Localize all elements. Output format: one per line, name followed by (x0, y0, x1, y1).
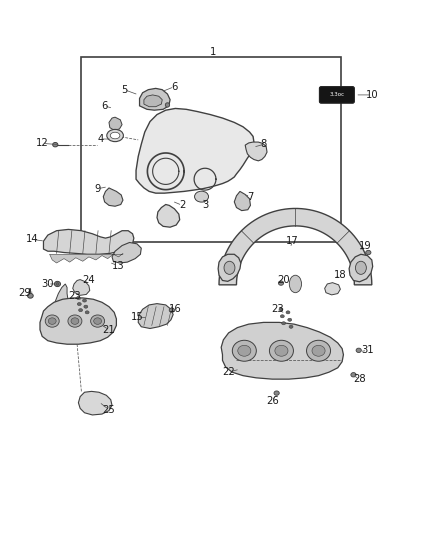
Text: 7: 7 (247, 192, 254, 201)
Polygon shape (157, 205, 180, 227)
Text: 23: 23 (69, 291, 81, 301)
Polygon shape (43, 229, 134, 254)
Ellipse shape (169, 308, 174, 312)
Text: 14: 14 (26, 235, 39, 245)
Polygon shape (234, 191, 251, 211)
Ellipse shape (91, 315, 105, 327)
Polygon shape (221, 322, 343, 379)
Ellipse shape (275, 345, 288, 356)
Text: 5: 5 (121, 85, 127, 95)
Polygon shape (325, 282, 340, 295)
Text: 8: 8 (261, 139, 267, 149)
Text: 28: 28 (353, 374, 366, 384)
Ellipse shape (307, 340, 331, 361)
Ellipse shape (289, 275, 301, 293)
Ellipse shape (53, 142, 58, 147)
Text: 1: 1 (210, 47, 216, 56)
Polygon shape (349, 254, 373, 282)
Text: 6: 6 (171, 82, 178, 92)
Polygon shape (103, 188, 123, 206)
Ellipse shape (94, 318, 102, 325)
Ellipse shape (289, 325, 293, 328)
Ellipse shape (48, 318, 56, 325)
Ellipse shape (28, 293, 33, 298)
Ellipse shape (84, 305, 88, 308)
Ellipse shape (194, 191, 208, 202)
Ellipse shape (279, 308, 283, 311)
Text: 20: 20 (277, 274, 290, 285)
Text: 23: 23 (272, 304, 284, 314)
Text: 29: 29 (18, 288, 31, 298)
Ellipse shape (165, 103, 170, 107)
Ellipse shape (71, 318, 79, 325)
Text: 31: 31 (361, 345, 374, 356)
Text: 17: 17 (286, 236, 299, 246)
Polygon shape (49, 253, 123, 263)
Ellipse shape (351, 373, 356, 377)
Text: 3: 3 (202, 200, 208, 211)
Ellipse shape (107, 130, 124, 142)
Polygon shape (138, 304, 173, 328)
Text: 3.3oc: 3.3oc (329, 92, 344, 98)
Polygon shape (245, 142, 267, 161)
Ellipse shape (82, 299, 86, 302)
Text: 12: 12 (36, 139, 49, 148)
Ellipse shape (280, 315, 284, 318)
Polygon shape (219, 208, 372, 285)
Ellipse shape (54, 281, 60, 287)
Text: 4: 4 (97, 134, 103, 144)
Ellipse shape (366, 251, 371, 255)
Ellipse shape (77, 296, 81, 300)
Ellipse shape (288, 318, 292, 321)
Text: 2: 2 (179, 200, 186, 211)
Text: 13: 13 (111, 261, 124, 271)
Ellipse shape (356, 261, 366, 274)
Ellipse shape (85, 311, 89, 314)
Ellipse shape (232, 340, 256, 361)
Ellipse shape (286, 311, 290, 314)
Text: 22: 22 (222, 367, 235, 377)
Ellipse shape (110, 132, 120, 139)
Ellipse shape (56, 282, 59, 285)
Text: 16: 16 (169, 304, 182, 314)
Ellipse shape (224, 261, 235, 274)
Text: 24: 24 (83, 274, 95, 285)
Text: 18: 18 (334, 270, 347, 280)
Text: 10: 10 (365, 90, 378, 100)
Text: 15: 15 (131, 312, 143, 322)
Ellipse shape (68, 315, 82, 327)
Text: 6: 6 (101, 101, 107, 111)
Ellipse shape (274, 391, 279, 395)
Polygon shape (218, 254, 241, 281)
Ellipse shape (356, 348, 361, 352)
Text: 25: 25 (102, 405, 115, 415)
Polygon shape (73, 280, 90, 295)
Text: 30: 30 (42, 279, 54, 289)
Polygon shape (78, 391, 112, 415)
Ellipse shape (79, 309, 82, 312)
FancyBboxPatch shape (319, 87, 354, 103)
Ellipse shape (269, 340, 293, 361)
Ellipse shape (78, 303, 81, 305)
Ellipse shape (312, 345, 325, 356)
Ellipse shape (282, 322, 286, 325)
Text: 26: 26 (266, 396, 279, 406)
Text: 19: 19 (359, 240, 371, 251)
Polygon shape (136, 108, 254, 193)
Polygon shape (140, 88, 170, 110)
Polygon shape (109, 117, 122, 130)
Bar (81, 57, 341, 243)
Polygon shape (40, 298, 117, 344)
Ellipse shape (45, 315, 59, 327)
Text: 21: 21 (102, 325, 115, 335)
Text: 9: 9 (95, 184, 101, 194)
Ellipse shape (238, 345, 251, 356)
Polygon shape (144, 95, 162, 107)
Polygon shape (112, 243, 141, 263)
Ellipse shape (279, 281, 284, 285)
Polygon shape (52, 284, 73, 327)
